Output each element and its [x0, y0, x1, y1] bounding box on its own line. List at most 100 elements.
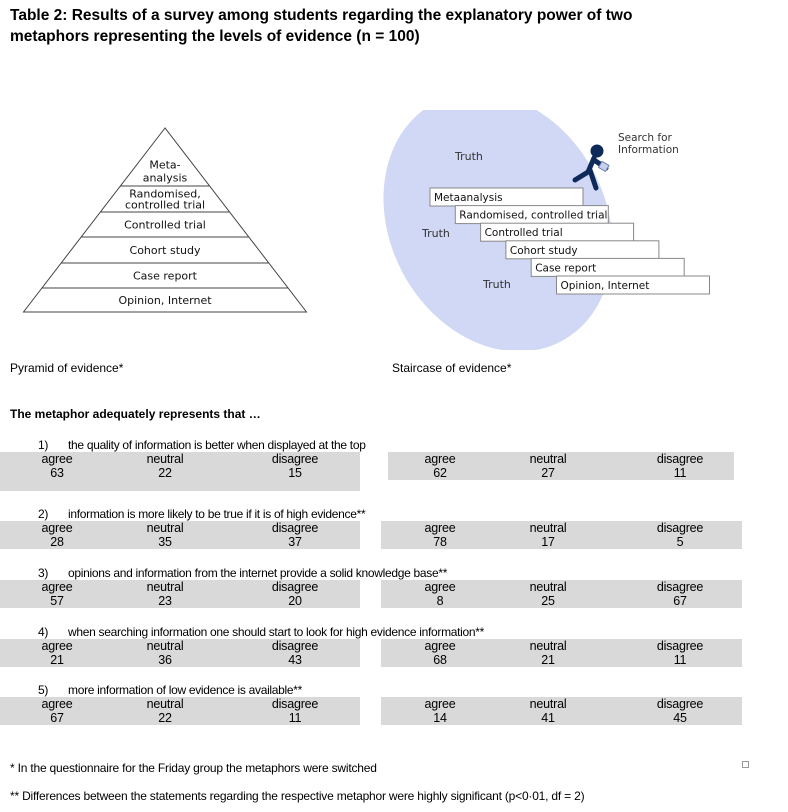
percentage-value: 78 [433, 535, 447, 549]
percentage-value: 15 [288, 466, 302, 480]
truth-label: Truth [454, 150, 483, 163]
person-searching-icon [572, 144, 610, 191]
percentage-value: 22 [158, 466, 172, 480]
table-title: Table 2: Results of a survey among stude… [10, 7, 633, 45]
column-label: agree [41, 521, 73, 535]
staircase-step-label: Cohort study [510, 245, 578, 257]
column-label: disagree [271, 697, 319, 711]
column-label: neutral [146, 580, 184, 594]
column-label: neutral [146, 521, 184, 535]
percentage-value: 28 [50, 535, 64, 549]
column-label: agree [424, 580, 456, 594]
result-cell-agree: agree 21 [17, 639, 97, 667]
staircase-results-row: agree 62 neutral 27 disagree 11 [388, 452, 734, 480]
result-cell-disagree: disagree 11 [640, 639, 720, 667]
staircase-step-label: Controlled trial [485, 227, 563, 239]
statement-text: opinions and information from the intern… [68, 566, 448, 580]
result-cell-neutral: neutral 22 [125, 697, 205, 725]
percentage-value: 45 [673, 711, 687, 725]
percentage-value: 11 [673, 653, 687, 667]
statement-number: 1) [38, 438, 49, 452]
percentage-value: 43 [288, 653, 302, 667]
column-label: neutral [529, 452, 567, 466]
percentage-value: 20 [288, 594, 302, 608]
result-cell-disagree: disagree 5 [640, 521, 720, 549]
result-cell-disagree: disagree 37 [255, 521, 335, 549]
percentage-value: 21 [50, 653, 64, 667]
percentage-value: 62 [433, 466, 447, 480]
footnote-2: ** Differences between the statements re… [10, 789, 585, 803]
staircase-results-row: agree 14 neutral 41 disagree 45 [381, 697, 742, 725]
statement-number: 2) [38, 507, 49, 521]
column-label: agree [41, 697, 73, 711]
percentage-value: 57 [50, 594, 64, 608]
column-label: disagree [656, 521, 704, 535]
result-cell-neutral: neutral 41 [508, 697, 588, 725]
percentage-value: 25 [541, 594, 555, 608]
result-cell-neutral: neutral 23 [125, 580, 205, 608]
column-label: neutral [146, 697, 184, 711]
result-cell-neutral: neutral 21 [508, 639, 588, 667]
column-label: disagree [271, 521, 319, 535]
percentage-value: 8 [436, 594, 444, 608]
percentage-value: 63 [50, 466, 64, 480]
result-cell-neutral: neutral 17 [508, 521, 588, 549]
column-label: disagree [271, 452, 319, 466]
result-cell-agree: agree 14 [400, 697, 480, 725]
truth-label: Truth [482, 278, 511, 291]
result-cell-neutral: neutral 25 [508, 580, 588, 608]
statement: 1) the quality of information is better w… [38, 438, 366, 452]
percentage-value: 67 [50, 711, 64, 725]
result-cell-agree: agree 62 [400, 452, 480, 480]
result-cell-disagree: disagree 43 [255, 639, 335, 667]
column-label: agree [424, 639, 456, 653]
footnote-1: * In the questionnaire for the Friday gr… [10, 761, 377, 775]
pyramid-level-label: Cohort study [130, 244, 201, 257]
staircase-results-row: agree 78 neutral 17 disagree 5 [381, 521, 742, 549]
result-cell-agree: agree 63 [17, 452, 97, 480]
percentage-value: 21 [541, 653, 555, 667]
pyramid-results-row: agree 21 neutral 36 disagree 43 [0, 639, 360, 667]
pyramid-results-row: agree 67 neutral 22 disagree 11 [0, 697, 360, 725]
statement-number: 5) [38, 683, 49, 697]
result-cell-disagree: disagree 20 [255, 580, 335, 608]
column-label: neutral [529, 697, 567, 711]
result-cell-disagree: disagree 67 [640, 580, 720, 608]
result-cell-agree: agree 68 [400, 639, 480, 667]
staircase-caption: Staircase of evidence* [392, 361, 512, 375]
section-heading: The metaphor adequately represents that … [10, 407, 261, 421]
pyramid-level-label: Randomised, controlled trial [125, 188, 205, 212]
pyramid-caption: Pyramid of evidence* [10, 361, 124, 375]
percentage-value: 68 [433, 653, 447, 667]
column-label: agree [41, 639, 73, 653]
percentage-value: 37 [288, 535, 302, 549]
percentage-value: 14 [433, 711, 447, 725]
result-cell-neutral: neutral 35 [125, 521, 205, 549]
pyramid-outline [22, 127, 308, 313]
column-label: disagree [656, 639, 704, 653]
statement: 5) more information of low evidence is av… [38, 683, 302, 697]
column-label: neutral [529, 580, 567, 594]
staircase-step-label: Randomised, controlled trial [459, 210, 607, 222]
percentage-value: 41 [541, 711, 555, 725]
statement-number: 3) [38, 566, 49, 580]
column-label: agree [41, 580, 73, 594]
result-cell-disagree: disagree 15 [255, 452, 335, 480]
column-label: agree [424, 521, 456, 535]
result-cell-neutral: neutral 27 [508, 452, 588, 480]
result-cell-disagree: disagree 11 [255, 697, 335, 725]
column-label: neutral [529, 639, 567, 653]
percentage-value: 67 [673, 594, 687, 608]
marker-square [742, 761, 749, 768]
column-label: disagree [656, 697, 704, 711]
staircase-step-label: Case report [535, 262, 596, 274]
result-cell-agree: agree 28 [17, 521, 97, 549]
pyramid-of-evidence: Meta-analysis Randomised, controlled trial… [22, 127, 308, 313]
column-label: disagree [656, 580, 704, 594]
result-cell-agree: agree 8 [400, 580, 480, 608]
result-cell-disagree: disagree 11 [640, 452, 720, 480]
percentage-value: 35 [158, 535, 172, 549]
truth-label: Truth [421, 227, 450, 240]
percentage-value: 27 [541, 466, 555, 480]
statement: 2) information is more likely to be true … [38, 507, 366, 521]
